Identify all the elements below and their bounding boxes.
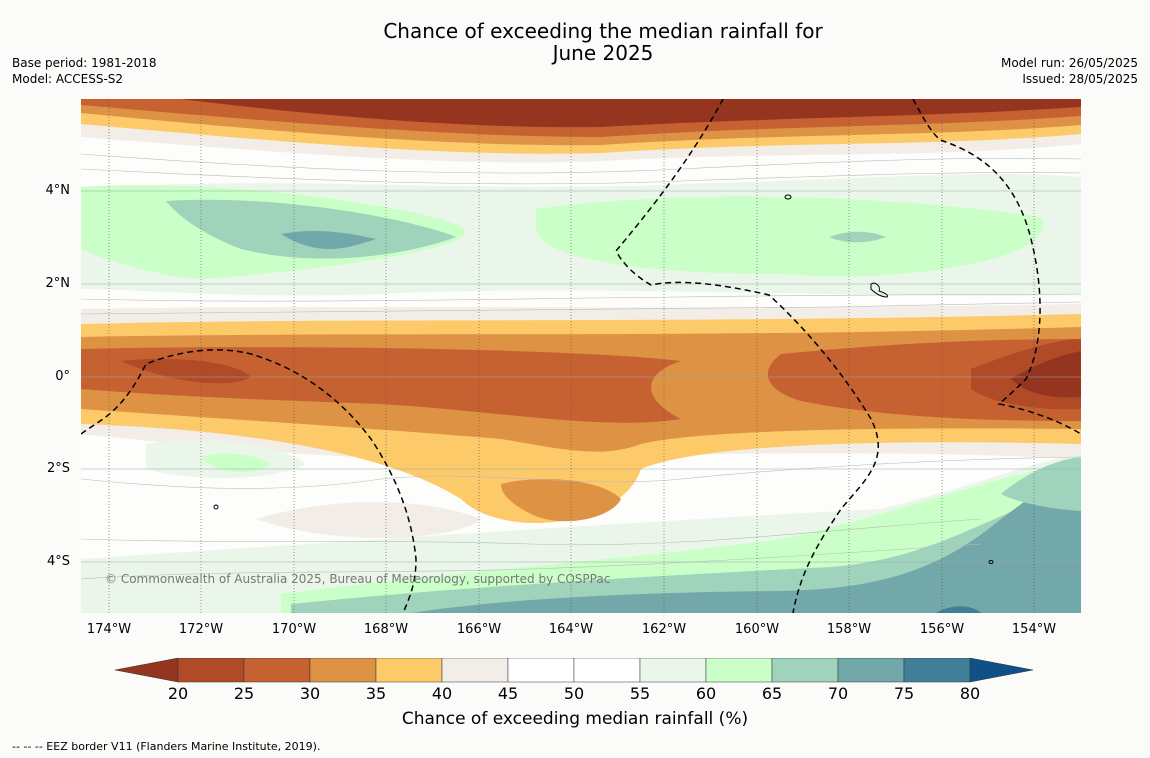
colorbar-segment: [903, 657, 971, 683]
x-tick-164w: 164°W: [548, 622, 594, 637]
se-wet-70: [411, 467, 1081, 613]
colorbar-segment: [705, 657, 773, 683]
colorbar-tick-label: 20: [167, 684, 189, 703]
colorbar-segments: [114, 657, 1034, 683]
colorbar-tick-label: 55: [629, 684, 651, 703]
y-tick-2n: 2°N: [45, 276, 71, 291]
eq-band-25: [81, 347, 681, 423]
island-2: [213, 504, 219, 510]
x-tick-172w: 172°W: [178, 622, 224, 637]
colorbar-segment: [309, 657, 377, 683]
colorbar-title: Chance of exceeding median rainfall (%): [401, 709, 749, 729]
se-wet-65b: [1001, 457, 1081, 511]
colorbar-segment: [243, 657, 311, 683]
eq-band-20c: [1011, 351, 1081, 398]
x-tick-166w: 166°W: [456, 622, 502, 637]
meta-right: Model run: 26/05/2025 Issued: 28/05/2025: [1001, 55, 1138, 87]
north-wet-70b: [829, 231, 886, 243]
x-tick-154w: 154°W: [1011, 622, 1057, 637]
colorbar-tick-label: 65: [761, 684, 783, 703]
map-svg: [81, 99, 1081, 613]
x-tick-156w: 156°W: [919, 622, 965, 637]
y-tick-2s: 2°S: [46, 461, 70, 476]
island-1: [784, 194, 792, 200]
colorbar-segment: [837, 657, 905, 683]
x-tick-168w: 168°W: [363, 622, 409, 637]
x-tick-160w: 160°W: [734, 622, 780, 637]
sw-wet-60: [201, 453, 271, 473]
x-tick-158w: 158°W: [826, 622, 872, 637]
colorbar-tick-label: 75: [893, 684, 915, 703]
colorbar-extend-high: [969, 657, 1034, 683]
copyright-notice: © Commonwealth of Australia 2025, Bureau…: [105, 572, 611, 586]
base-period: Base period: 1981-2018: [12, 56, 157, 70]
meta-left: Base period: 1981-2018 Model: ACCESS-S2: [12, 55, 157, 87]
north-wet-60b: [536, 196, 1043, 277]
x-tick-170w: 170°W: [271, 622, 317, 637]
colorbar-tick-label: 30: [299, 684, 321, 703]
colorbar-tick-label: 45: [497, 684, 519, 703]
title-line-2: June 2025: [552, 41, 654, 65]
x-tick-162w: 162°W: [641, 622, 687, 637]
colorbar-segment: [375, 657, 443, 683]
island-kiritimati: [870, 282, 888, 298]
issued-date: Issued: 28/05/2025: [1022, 72, 1138, 86]
y-tick-4s: 4°S: [46, 554, 70, 569]
eez-borders: [81, 99, 1081, 613]
x-tick-174w: 174°W: [86, 622, 132, 637]
y-tick-4n: 4°N: [45, 183, 71, 198]
colorbar-segment: [441, 657, 509, 683]
eez-legend-note: -- -- -- EEZ border V11 (Flanders Marine…: [12, 740, 321, 753]
map-title: Chance of exceeding the median rainfall …: [0, 20, 1150, 64]
south-45: [256, 502, 481, 538]
se-wet-75: [936, 606, 981, 613]
north-wet-70: [281, 231, 376, 250]
colorbar-tick-label: 35: [365, 684, 387, 703]
colorbar-tick-label: 80: [959, 684, 981, 703]
island-3: [988, 560, 994, 564]
colorbar: [114, 657, 1037, 688]
colorbar-svg: [114, 657, 1034, 683]
eq-band-30b: [501, 479, 621, 522]
north-wet-65: [166, 199, 456, 259]
colorbar-tick-label: 50: [563, 684, 585, 703]
north-band-20: [81, 99, 1081, 128]
y-tick-0: 0°: [55, 369, 70, 384]
title-line-1: Chance of exceeding the median rainfall …: [383, 19, 823, 43]
colorbar-tick-label: 70: [827, 684, 849, 703]
colorbar-segment: [573, 657, 641, 683]
colorbar-tick-label: 60: [695, 684, 717, 703]
grid-lines: [81, 190, 1081, 563]
colorbar-segment: [771, 657, 839, 683]
colorbar-tick-label: 40: [431, 684, 453, 703]
colorbar-extend-low: [114, 657, 179, 683]
model-name: Model: ACCESS-S2: [12, 72, 124, 86]
colorbar-tick-label: 25: [233, 684, 255, 703]
model-run: Model run: 26/05/2025: [1000, 56, 1138, 70]
colorbar-segment: [639, 657, 707, 683]
rainfall-map: [81, 99, 1081, 613]
colorbar-segment: [177, 657, 245, 683]
colorbar-segment: [507, 657, 575, 683]
